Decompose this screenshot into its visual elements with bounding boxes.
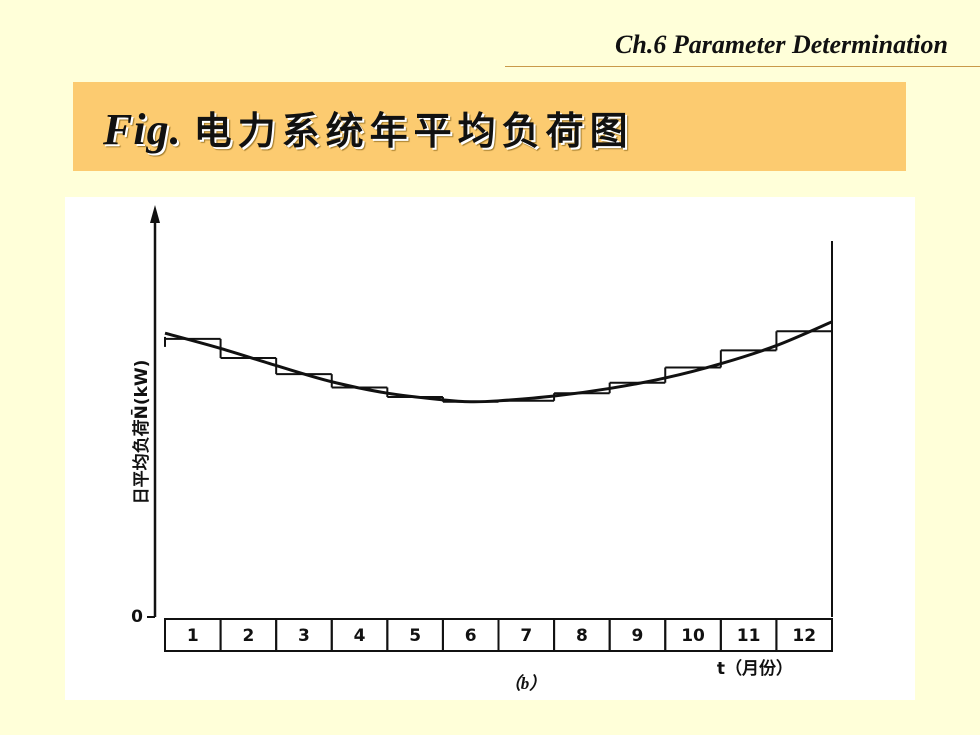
month-tick-label: 7 (520, 626, 532, 646)
load-chart: 0 日平均负荷N̄(kW) t（月份） （b） 1 2 3 4 5 6 7 8 9 10 11 12 (130, 205, 834, 693)
slide-title: Fig. 电力系统年平均负荷图 (103, 100, 634, 155)
month-tick-label: 10 (681, 626, 705, 646)
month-tick-label: 3 (298, 626, 310, 646)
y-axis-arrow (150, 205, 160, 223)
chart-subtitle: （b） (504, 674, 547, 693)
axes: 0 日平均负荷N̄(kW) t（月份） （b） (130, 205, 833, 693)
month-tick-label: 8 (576, 626, 588, 646)
month-tick-label: 11 (737, 626, 761, 646)
y-axis-label: 日平均负荷N̄(kW) (130, 360, 152, 505)
month-axis: 1 2 3 4 5 6 7 8 9 10 11 12 (164, 618, 834, 652)
chapter-underline (505, 66, 980, 67)
title-text: 电力系统年平均负荷图 (193, 109, 634, 153)
smooth-curve-series (164, 320, 833, 404)
month-tick-label: 5 (409, 626, 421, 646)
month-tick-label: 2 (242, 626, 254, 646)
title-banner: Fig. 电力系统年平均负荷图 (73, 82, 906, 171)
monthly-step-series (164, 330, 832, 403)
month-tick-label: 6 (465, 626, 477, 646)
month-tick-label: 9 (632, 626, 644, 646)
month-tick-label: 12 (792, 626, 816, 646)
month-tick-label: 1 (187, 626, 199, 646)
month-box-12 (775, 618, 834, 652)
chart-panel: 0 日平均负荷N̄(kW) t（月份） （b） 1 2 3 4 5 6 7 8 9 10 11 12 (65, 197, 915, 700)
x-axis-label: t（月份） (717, 658, 793, 679)
y-origin-label: 0 (131, 607, 143, 627)
smooth-load-curve (164, 320, 833, 404)
title-prefix: Fig. (103, 105, 182, 154)
month-tick-label: 4 (354, 626, 366, 646)
chapter-heading: Ch.6 Parameter Determination (615, 30, 948, 59)
